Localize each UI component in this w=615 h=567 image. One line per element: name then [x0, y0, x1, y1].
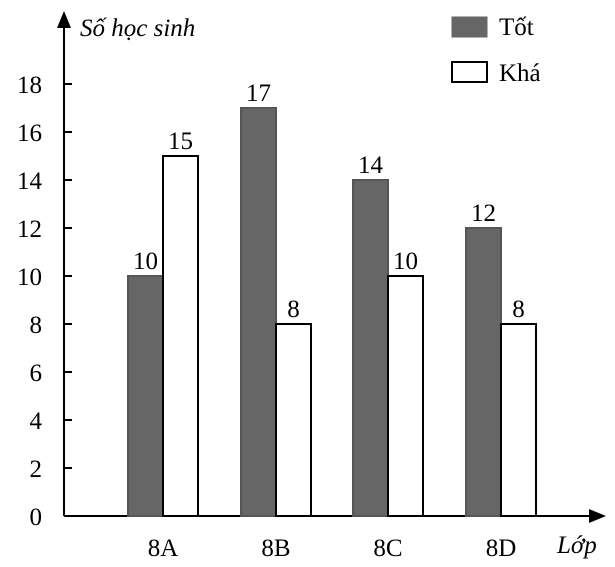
legend-label-kha: Khá: [499, 60, 541, 87]
x-axis-arrow: [589, 509, 606, 523]
legend-swatch-tot: [451, 16, 488, 38]
data-label: 8: [512, 296, 525, 323]
bar-kha-8c: [387, 275, 424, 517]
data-label: 15: [168, 128, 193, 155]
data-label: 17: [246, 80, 271, 107]
legend-swatch-kha: [451, 61, 488, 83]
y-tick-label: 14: [17, 168, 43, 195]
x-tick-label: 8A: [148, 535, 179, 562]
data-label: 14: [358, 152, 384, 179]
y-axis-arrow: [57, 11, 71, 28]
bar-tot-8a: [127, 275, 164, 517]
bar-kha-8b: [275, 323, 312, 517]
x-tick-label: 8C: [373, 535, 402, 562]
y-tick-label: 2: [30, 456, 43, 483]
legend-label-tot: Tốt: [499, 14, 534, 41]
y-tick-label: 10: [17, 264, 42, 291]
x-axis-title: Lớp: [556, 532, 597, 559]
x-tick-label: 8B: [261, 535, 290, 562]
bar-kha-8d: [500, 323, 537, 517]
y-tick-label: 6: [30, 360, 43, 387]
legend: Tốt Khá: [451, 14, 541, 87]
y-tick-label: 12: [17, 216, 42, 243]
data-label: 8: [287, 296, 300, 323]
bar-kha-8a: [162, 155, 199, 517]
y-tick-label: 18: [17, 72, 42, 99]
data-label: 10: [393, 248, 418, 275]
data-label: 10: [133, 248, 158, 275]
x-tick-label: 8D: [486, 535, 517, 562]
y-tick-label: 8: [30, 312, 43, 339]
bar-tot-8d: [465, 227, 502, 517]
y-axis-title: Số học sinh: [80, 15, 195, 42]
bar-tot-8b: [240, 107, 277, 517]
bar-tot-8c: [352, 179, 389, 517]
y-tick-label: 4: [30, 408, 43, 435]
y-tick-label: 16: [17, 120, 42, 147]
data-label: 12: [471, 200, 496, 227]
y-tick-label: 0: [30, 504, 43, 531]
